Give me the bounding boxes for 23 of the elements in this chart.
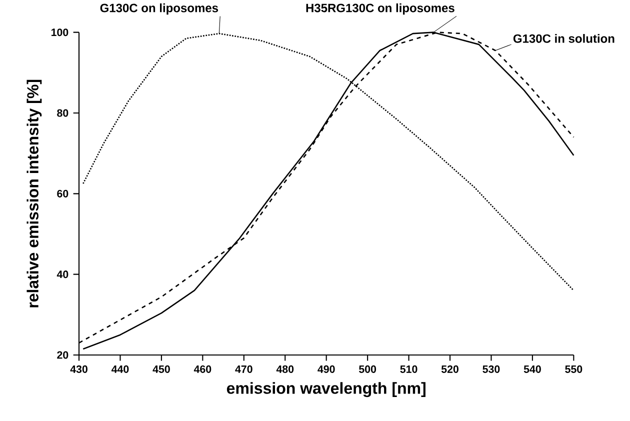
x-tick-label: 450: [152, 365, 170, 373]
series-label: H35RG130C on liposomes: [306, 3, 454, 15]
y-tick-label: 20: [57, 351, 68, 359]
y-axis-title: relative emission intensity [%]: [26, 80, 42, 308]
y-tick-label: 60: [57, 190, 68, 198]
x-tick-label: 520: [441, 365, 458, 373]
x-tick-label: 470: [235, 365, 252, 373]
x-tick-label: 530: [482, 365, 500, 373]
x-tick-label: 510: [400, 365, 418, 373]
x-axis-title: emission wavelength [nm]: [226, 382, 426, 398]
y-tick-label: 100: [51, 28, 68, 36]
series-label: G130C in solution: [513, 34, 614, 43]
x-tick-label: 550: [565, 365, 582, 373]
series-label: G130C on liposomes: [100, 3, 218, 15]
x-tick-label: 440: [111, 365, 129, 373]
y-tick-label: 40: [56, 270, 68, 278]
x-tick-label: 540: [524, 365, 541, 373]
x-tick-label: 430: [70, 365, 88, 373]
x-tick-label: 500: [359, 365, 376, 373]
y-tick-label: 80: [57, 109, 68, 117]
x-tick-label: 460: [194, 365, 212, 373]
x-tick-label: 490: [318, 365, 335, 373]
x-tick-label: 480: [276, 365, 294, 373]
